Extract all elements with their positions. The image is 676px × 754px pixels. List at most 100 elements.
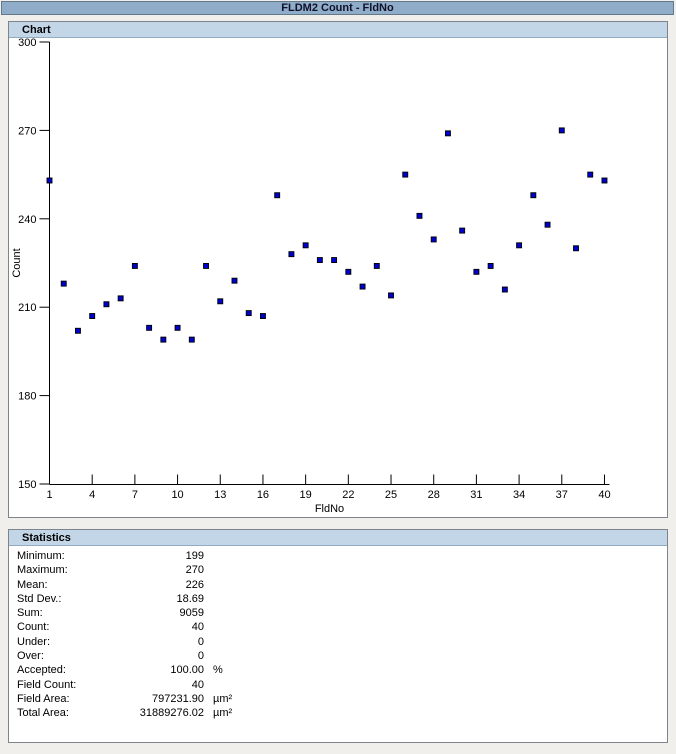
data-point[interactable]: [174, 324, 181, 331]
stat-label: Under:: [17, 635, 51, 648]
stat-unit: [213, 549, 667, 563]
stat-unit: [213, 678, 667, 692]
x-tick-label: 37: [556, 489, 568, 501]
data-point[interactable]: [103, 301, 110, 308]
data-point[interactable]: [302, 242, 309, 249]
stat-value: 40: [191, 678, 204, 691]
data-point[interactable]: [288, 251, 295, 258]
data-point[interactable]: [231, 277, 238, 284]
stat-label: Accepted:: [17, 664, 66, 677]
stat-unit: %: [213, 664, 223, 677]
y-tick-label: 270: [18, 125, 36, 137]
data-point[interactable]: [444, 130, 451, 137]
stat-row: Total Area: 31889276.02 µm²: [9, 706, 667, 720]
data-point[interactable]: [516, 242, 523, 249]
data-point[interactable]: [388, 292, 394, 299]
stat-value: 9059: [179, 607, 204, 620]
stat-row: Mean: 226: [9, 578, 667, 592]
stat-label: Over:: [17, 650, 44, 663]
data-point[interactable]: [60, 280, 67, 287]
x-tick-label: 4: [89, 489, 95, 501]
stat-value: 199: [185, 550, 204, 562]
data-point[interactable]: [117, 295, 124, 302]
data-point[interactable]: [245, 310, 252, 317]
statistics-panel: Statistics Minimum: 199 Maximum: 270 Mean: 22…: [8, 529, 668, 743]
data-point[interactable]: [359, 283, 366, 290]
stat-row: Accepted: 100.00%: [9, 663, 667, 677]
stat-unit: [213, 606, 667, 620]
data-point[interactable]: [345, 268, 352, 275]
data-point[interactable]: [501, 286, 508, 293]
data-point[interactable]: [160, 336, 167, 343]
stat-label: Count:: [17, 621, 50, 634]
chart-panel-header[interactable]: Chart: [9, 22, 667, 38]
stat-row: Minimum: 199: [9, 549, 667, 563]
x-tick-label: 25: [385, 489, 397, 501]
chart-panel-title: Chart: [22, 23, 51, 36]
data-point[interactable]: [573, 245, 579, 252]
data-point[interactable]: [373, 262, 380, 269]
x-tick-label: 10: [171, 489, 183, 501]
data-point[interactable]: [131, 262, 138, 269]
stat-row: Sum: 9059: [9, 606, 667, 620]
data-point[interactable]: [188, 336, 195, 343]
data-point[interactable]: [75, 327, 81, 334]
data-point[interactable]: [430, 236, 437, 243]
data-point[interactable]: [416, 212, 423, 219]
stat-unit: [213, 649, 667, 663]
x-tick-label: 28: [428, 489, 440, 501]
data-point[interactable]: [601, 177, 608, 184]
stat-row: Under: 0: [9, 635, 667, 649]
data-point[interactable]: [316, 257, 323, 264]
stat-label: Maximum:: [17, 564, 68, 577]
stat-value: 40: [191, 621, 204, 634]
window-titlebar[interactable]: FLDM2 Count - FldNo: [1, 1, 674, 15]
stat-unit: [213, 578, 667, 592]
stat-label: Minimum:: [17, 550, 65, 562]
statistics-list: Minimum: 199 Maximum: 270 Mean: 226 Std Dev.: 1…: [9, 546, 667, 721]
data-point[interactable]: [331, 257, 338, 264]
x-tick-label: 19: [300, 489, 312, 501]
y-tick-label: 300: [18, 38, 36, 49]
x-axis-title: FldNo: [315, 503, 344, 515]
x-tick-label: 7: [132, 489, 138, 501]
data-point[interactable]: [558, 127, 565, 134]
stat-row: Std Dev.: 18.69: [9, 592, 667, 606]
data-point[interactable]: [217, 298, 224, 305]
data-point[interactable]: [46, 177, 53, 184]
stat-value: 0: [197, 635, 204, 648]
data-point[interactable]: [473, 268, 480, 275]
stat-label: Total Area:: [17, 707, 69, 720]
stat-row: Maximum: 270: [9, 563, 667, 577]
stat-unit: µm²: [213, 692, 233, 705]
data-point[interactable]: [203, 262, 209, 269]
x-tick-label: 34: [513, 489, 525, 501]
data-point[interactable]: [259, 313, 266, 319]
data-point[interactable]: [544, 221, 551, 228]
data-point[interactable]: [274, 192, 281, 199]
window-title: FLDM2 Count - FldNo: [281, 2, 394, 14]
data-point[interactable]: [587, 171, 594, 178]
statistics-panel-header[interactable]: Statistics: [9, 530, 667, 546]
data-point[interactable]: [402, 171, 409, 178]
y-axis-title: Count: [11, 248, 23, 277]
data-point[interactable]: [487, 262, 494, 269]
stat-value: 100.00: [170, 664, 204, 677]
y-tick-label: 210: [18, 302, 36, 314]
stat-unit: [213, 592, 667, 606]
data-point[interactable]: [146, 324, 153, 331]
stat-label: Std Dev.:: [17, 592, 62, 605]
stat-row: Field Count: 40: [9, 678, 667, 692]
x-tick-label: 22: [342, 489, 354, 501]
stat-unit: [213, 620, 667, 634]
stat-value: 18.69: [176, 592, 204, 605]
y-tick-label: 180: [18, 391, 36, 403]
stat-value: 797231.90: [152, 692, 204, 705]
scatter-plot[interactable]: 300 270 240 210 180 150 1 4 7 10 13 16 19 22 25 28 31 34 3…: [9, 38, 665, 516]
stat-value: 31889276.02: [139, 707, 204, 720]
x-tick-label: 16: [257, 489, 269, 501]
data-point[interactable]: [459, 227, 466, 234]
data-point[interactable]: [89, 313, 96, 319]
data-point[interactable]: [530, 192, 537, 199]
stat-row: Count: 40: [9, 620, 667, 634]
